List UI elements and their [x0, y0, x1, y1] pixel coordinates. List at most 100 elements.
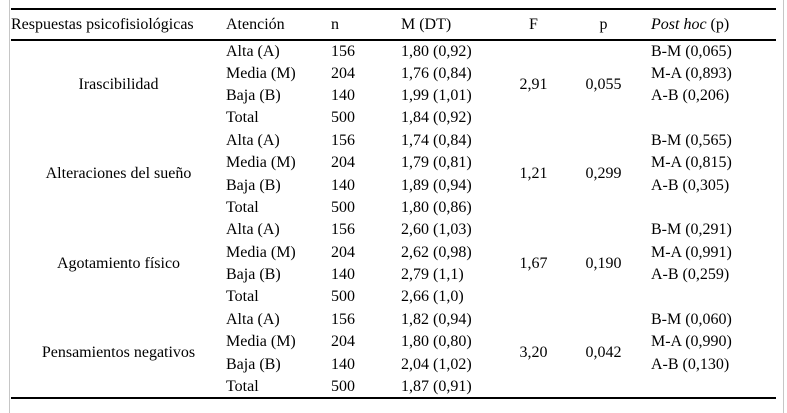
cell-n: 140: [331, 176, 355, 194]
cell-attention: Media (M): [226, 333, 296, 351]
group-label-irascibilidad: Irascibilidad: [78, 76, 159, 94]
cell-n: 156: [331, 131, 355, 149]
cell-p: 0,190: [585, 254, 622, 272]
cell-post-hoc: A-B (0,259): [651, 266, 730, 284]
cell-post-hoc: A-B (0,305): [651, 176, 730, 194]
cell-post-hoc: B-M (0,060): [651, 310, 732, 328]
table-row: Media (M) 204 2,62 (0,98) M-A (0,991): [11, 242, 776, 264]
cell-n: 204: [331, 154, 355, 172]
header-post-hoc-italic: Post hoc: [651, 15, 707, 33]
cell-attention: Total: [226, 377, 259, 395]
cell-post-hoc: B-M (0,291): [651, 221, 732, 239]
cell-n: 156: [331, 221, 355, 239]
cell-n: 156: [331, 310, 355, 328]
cell-post-hoc: [651, 376, 776, 398]
cell-attention: Total: [226, 288, 259, 306]
cell-post-hoc: A-B (0,206): [651, 86, 730, 104]
cell-m-dt: 1,79 (0,81): [401, 154, 472, 172]
cell-attention: Total: [226, 198, 259, 216]
cell-post-hoc: M-A (0,815): [651, 154, 732, 172]
table-header-row: Respuestas psicofisiológicas Atención n …: [11, 9, 776, 41]
table-row: Media (M) 204 1,79 (0,81) M-A (0,815): [11, 152, 776, 174]
table-row: Alteraciones del sueño Alta (A) 156 1,74…: [11, 130, 776, 182]
cell-n: 204: [331, 64, 355, 82]
header-f: F: [511, 9, 556, 41]
table-row: Baja (B) 140 1,89 (0,94) A-B (0,305): [11, 174, 776, 196]
cell-m-dt: 1,89 (0,94): [401, 176, 472, 194]
header-responses: Respuestas psicofisiológicas: [11, 9, 226, 41]
cell-p: 0,042: [585, 343, 622, 361]
cell-attention: Baja (B): [226, 86, 281, 104]
cell-attention: Baja (B): [226, 176, 281, 194]
header-m-dt: M (DT): [401, 9, 511, 41]
table-row: Total 500 2,66 (1,0): [11, 286, 776, 308]
cell-m-dt: 2,04 (1,02): [401, 355, 472, 373]
cell-n: 140: [331, 355, 355, 373]
group-label-agotamiento-fisico: Agotamiento físico: [56, 254, 181, 272]
cell-n: 140: [331, 266, 355, 284]
cell-attention: Alta (A): [226, 131, 280, 149]
header-attention: Atención: [226, 9, 331, 41]
cell-post-hoc: B-M (0,065): [651, 42, 732, 60]
group-label-pensamientos-negativos: Pensamientos negativos: [41, 343, 196, 361]
cell-n: 204: [331, 243, 355, 261]
cell-m-dt: 1,80 (0,80): [401, 333, 472, 351]
table-row: Baja (B) 140 1,99 (1,01) A-B (0,206): [11, 85, 776, 107]
cell-attention: Media (M): [226, 64, 296, 82]
cell-m-dt: 2,62 (0,98): [401, 243, 472, 261]
table-row: Agotamiento físico Alta (A) 156 2,60 (1,…: [11, 219, 776, 272]
cell-m-dt: 2,79 (1,1): [401, 266, 464, 284]
cell-n: 204: [331, 333, 355, 351]
cell-m-dt: 1,82 (0,94): [401, 310, 472, 328]
cell-attention: Baja (B): [226, 355, 281, 373]
page-frame: Respuestas psicofisiológicas Atención n …: [9, 0, 784, 413]
cell-m-dt: 1,99 (1,01): [401, 86, 472, 104]
cell-post-hoc: [651, 197, 776, 219]
header-post-hoc: Post hoc (p): [651, 9, 776, 41]
cell-m-dt: 1,80 (0,86): [401, 198, 472, 216]
cell-attention: Alta (A): [226, 310, 280, 328]
cell-m-dt: 1,74 (0,84): [401, 131, 472, 149]
cell-m-dt: 1,87 (0,91): [401, 377, 472, 395]
cell-n: 140: [331, 86, 355, 104]
cell-n: 500: [331, 288, 355, 306]
table-row: Pensamientos negativos Alta (A) 156 1,82…: [11, 309, 776, 360]
header-p: p: [556, 9, 651, 41]
cell-m-dt: 2,66 (1,0): [401, 288, 464, 306]
cell-post-hoc: M-A (0,893): [651, 64, 732, 82]
cell-attention: Baja (B): [226, 266, 281, 284]
cell-attention: Media (M): [226, 243, 296, 261]
cell-n: 500: [331, 198, 355, 216]
cell-m-dt: 1,76 (0,84): [401, 64, 472, 82]
table-row: Baja (B) 140 2,79 (1,1) A-B (0,259): [11, 264, 776, 286]
table-row: Total 500 1,87 (0,91): [11, 376, 776, 398]
cell-f: 2,91: [519, 76, 548, 94]
cell-attention: Media (M): [226, 154, 296, 172]
cell-n: 156: [331, 42, 355, 60]
cell-post-hoc: M-A (0,990): [651, 333, 732, 351]
cell-n: 500: [331, 377, 355, 395]
cell-attention: Alta (A): [226, 42, 280, 60]
cell-m-dt: 1,84 (0,92): [401, 109, 472, 127]
cell-p: 0,055: [585, 76, 622, 94]
cell-post-hoc: B-M (0,565): [651, 131, 732, 149]
cell-f: 1,21: [519, 165, 548, 183]
cell-m-dt: 1,80 (0,92): [401, 42, 472, 60]
cell-post-hoc: A-B (0,130): [651, 355, 730, 373]
cell-n: 500: [331, 109, 355, 127]
header-post-hoc-rest: (p): [706, 15, 730, 33]
table-row: Irascibilidad Alta (A) 156 1,80 (0,92) 2…: [11, 40, 776, 93]
cell-f: 3,20: [519, 343, 548, 361]
cell-attention: Alta (A): [226, 221, 280, 239]
cell-post-hoc: [651, 107, 776, 129]
table-row: Total 500 1,84 (0,92): [11, 107, 776, 129]
group-label-alteraciones-del-sueno: Alteraciones del sueño: [45, 165, 192, 183]
header-n: n: [331, 9, 401, 41]
table-row: Baja (B) 140 2,04 (1,02) A-B (0,130): [11, 353, 776, 375]
cell-post-hoc: M-A (0,991): [651, 243, 732, 261]
table-row: Media (M) 204 1,80 (0,80) M-A (0,990): [11, 331, 776, 353]
cell-p: 0,299: [585, 165, 622, 183]
cell-attention: Total: [226, 109, 259, 127]
statistics-table: Respuestas psicofisiológicas Atención n …: [11, 8, 776, 400]
table-row: Total 500 1,80 (0,86): [11, 197, 776, 219]
